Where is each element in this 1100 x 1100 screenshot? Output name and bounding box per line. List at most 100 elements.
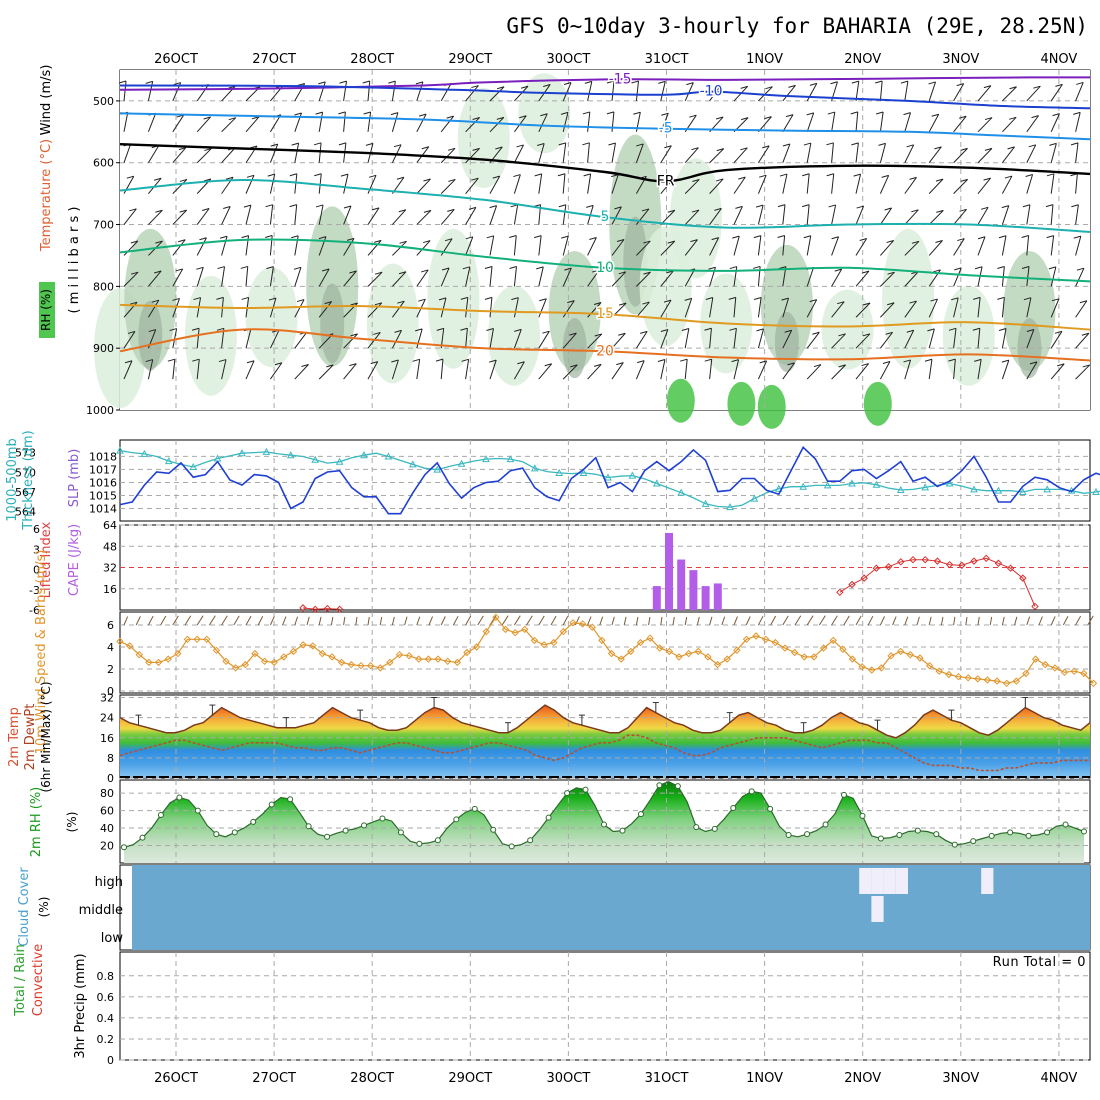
wind-barb <box>1026 361 1038 380</box>
wind-barb-flag <box>764 116 772 120</box>
wind-barb <box>221 266 226 287</box>
cape-bar <box>701 586 710 610</box>
wind-barb-flag <box>517 361 525 365</box>
wind-barb-flag <box>321 268 330 272</box>
rh-marker <box>988 832 995 839</box>
wind-barb-flag <box>906 329 914 333</box>
wind10m-marker <box>154 658 163 667</box>
wind-barb <box>562 364 578 380</box>
wind10m-marker <box>762 635 770 644</box>
wind10m-marker <box>366 661 375 670</box>
wind-barb <box>977 177 991 194</box>
wind-barb-flag <box>326 364 334 368</box>
wind-barb-flag <box>936 209 944 213</box>
wind-barb-flag <box>511 297 519 301</box>
wind10m-marker <box>318 649 327 658</box>
wind-barb-flag <box>1046 235 1054 239</box>
wind-barb-flag <box>423 209 432 213</box>
wind-barb-flag <box>658 80 666 84</box>
wind-barb <box>1050 331 1063 349</box>
wind-barb <box>123 143 132 163</box>
wind-barb-flag <box>217 266 225 270</box>
wind-barb <box>489 205 498 225</box>
wind-barb <box>611 271 627 287</box>
wind-barb-flag <box>228 117 236 121</box>
wind-barb-flag <box>740 117 749 121</box>
wind-barb <box>904 359 912 380</box>
wind-barb <box>928 113 940 133</box>
wind-barb-flag <box>1052 113 1060 117</box>
wind-barb-flag <box>983 85 992 89</box>
wind-barb <box>1075 300 1088 318</box>
wind-barb <box>782 297 789 318</box>
wind-barb <box>318 364 334 380</box>
temp-line <box>119 704 1091 739</box>
wind-barb-flag <box>667 209 675 213</box>
wind10m-marker <box>395 650 404 659</box>
thickness-marker <box>189 462 198 471</box>
wind-barb <box>172 359 176 380</box>
rh-marker <box>194 807 201 814</box>
wind-barb-flag <box>374 239 382 243</box>
wind-barb-flag <box>471 85 479 89</box>
wind-barb <box>147 113 157 133</box>
wind-barb <box>391 112 399 132</box>
wind-barb <box>538 298 547 318</box>
wind-barb-flag <box>175 268 183 272</box>
wind-barb-flag <box>484 296 493 300</box>
wind-barb-flag <box>927 328 935 332</box>
wind-barb <box>489 175 501 194</box>
rh-shading-dark <box>774 312 799 372</box>
wind-barb <box>611 206 622 225</box>
wind-barb <box>904 177 917 194</box>
wind-barb <box>587 142 590 163</box>
precip-tick-label: 0.4 <box>97 1012 115 1025</box>
wind-barb-flag <box>716 148 724 152</box>
rh-legend-swatch <box>39 282 55 338</box>
wind-barb-flag <box>391 359 399 363</box>
cape-bar <box>652 586 661 610</box>
wind-barb <box>196 237 207 256</box>
wind-barb-flag <box>291 142 299 146</box>
wind-barb-flag <box>536 266 544 270</box>
rh-shading-wet <box>757 384 786 429</box>
wind10m-marker <box>906 650 915 659</box>
wind-barb-flag <box>486 328 494 331</box>
wind-barb-flag <box>1051 298 1060 302</box>
wind-barb <box>928 210 944 225</box>
wind-barb-flag <box>606 80 615 84</box>
wind-barb <box>1026 266 1030 287</box>
wind10m-marker <box>607 649 616 658</box>
wind-barb <box>196 359 200 380</box>
precip-tick-label: 0.8 <box>97 970 115 983</box>
cape-tick-label: 64 <box>103 519 117 532</box>
thickness-marker <box>945 479 954 487</box>
wind-barb <box>1075 82 1084 102</box>
wind10m-marker <box>472 643 481 651</box>
thickness-marker <box>799 482 808 490</box>
wind-barb <box>562 332 577 349</box>
rh-marker <box>730 804 737 811</box>
rh-marker <box>121 844 127 851</box>
wind-barb <box>611 142 616 163</box>
cloud-background <box>132 865 1090 950</box>
wind-barb-flag <box>838 333 846 337</box>
rh-marker <box>379 815 386 822</box>
thickness-marker <box>872 480 881 488</box>
wind-barb <box>489 328 494 349</box>
wind-barb-flag <box>862 333 871 337</box>
wind10m-barb <box>1075 615 1082 626</box>
wind10m-marker <box>858 663 866 671</box>
wind10m-barb <box>404 616 408 626</box>
cloud-cover-panel: high middle low Cloud Cover (%) <box>17 865 1090 950</box>
rh-marker <box>157 811 164 818</box>
wind10m-marker <box>501 625 510 634</box>
wind-barb-flag <box>637 360 645 364</box>
wind-barb <box>465 266 471 287</box>
wind-barb <box>855 270 870 287</box>
isotherm-label: 20 <box>596 343 614 359</box>
wind-barb <box>318 81 326 102</box>
wind-barb <box>782 173 788 194</box>
wind-barb <box>172 209 188 225</box>
wind-barb-flag <box>787 362 795 366</box>
